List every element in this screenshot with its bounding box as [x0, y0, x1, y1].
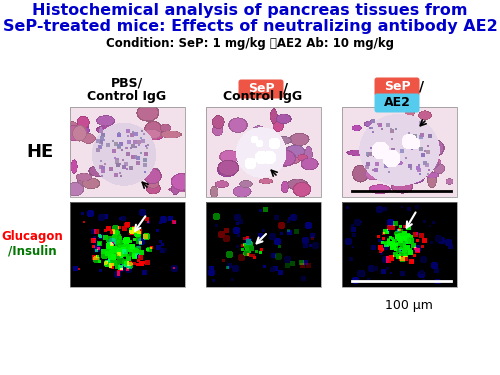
Text: Glucagon: Glucagon	[1, 230, 63, 243]
Bar	[342, 107, 457, 197]
Text: SeP-treated mice: Effects of neutralizing antibody AE2: SeP-treated mice: Effects of neutralizin…	[2, 19, 498, 34]
Text: 100 μm: 100 μm	[385, 299, 433, 312]
Text: SeP: SeP	[248, 82, 274, 96]
Text: PBS/: PBS/	[111, 77, 143, 90]
Text: /: /	[420, 80, 424, 94]
Text: Control IgG: Control IgG	[88, 90, 166, 103]
FancyBboxPatch shape	[238, 80, 284, 99]
FancyBboxPatch shape	[374, 78, 420, 96]
FancyBboxPatch shape	[374, 93, 420, 112]
Text: /: /	[284, 82, 288, 96]
Text: Histochemical analysis of pancreas tissues from: Histochemical analysis of pancreas tissu…	[32, 3, 468, 18]
Text: Control IgG: Control IgG	[224, 90, 302, 103]
Text: Condition: SeP: 1 mg/kg 、AE2 Ab: 10 mg/kg: Condition: SeP: 1 mg/kg 、AE2 Ab: 10 mg/k…	[106, 37, 394, 50]
Text: AE2: AE2	[384, 96, 410, 109]
Bar	[206, 202, 321, 287]
Bar	[342, 202, 457, 287]
Text: SeP: SeP	[384, 81, 410, 93]
Bar	[70, 202, 185, 287]
Text: /Insulin: /Insulin	[8, 244, 56, 257]
Text: HE: HE	[26, 143, 54, 161]
Bar	[70, 107, 185, 197]
Bar	[206, 107, 321, 197]
